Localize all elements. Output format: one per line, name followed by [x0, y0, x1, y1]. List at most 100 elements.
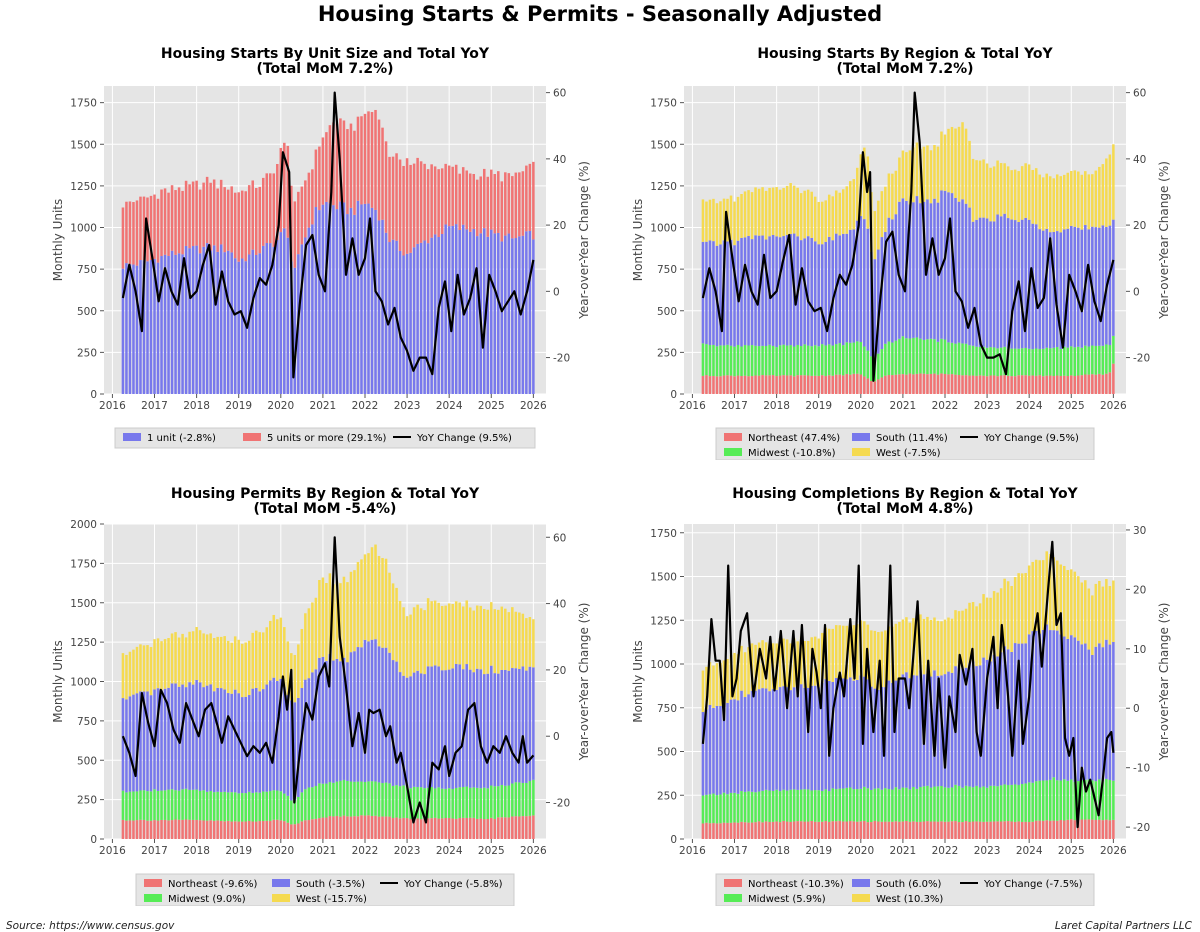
bar-1-segment: [426, 243, 430, 394]
bar-northeast-segment: [167, 820, 170, 839]
bar-1-segment: [409, 252, 412, 394]
bar-midwest-segment: [940, 785, 943, 822]
bar-west-segment: [978, 160, 982, 218]
bar-south-segment: [985, 218, 989, 348]
bar-5-segment: [265, 173, 269, 244]
bar-midwest-segment: [279, 791, 283, 821]
bar-midwest-segment: [472, 787, 475, 818]
bar-1-segment: [230, 252, 233, 394]
bar-northeast-segment: [901, 374, 905, 394]
bar-west-segment: [905, 152, 908, 201]
bar-1-segment: [360, 204, 363, 394]
bar-midwest-segment: [989, 347, 992, 376]
x-tick-label: 2020: [847, 845, 874, 857]
bar-midwest-segment: [125, 792, 128, 821]
bar-5-segment: [475, 179, 479, 237]
bar-south-segment: [778, 687, 782, 792]
bar-1-segment: [195, 245, 198, 394]
bar-west-segment: [346, 582, 349, 663]
bar-northeast-segment: [1031, 821, 1034, 839]
bar-west-segment: [1094, 170, 1098, 228]
legend: Northeast (47.4%)Midwest (-10.8%)South (…: [715, 427, 1095, 460]
bar-midwest-segment: [391, 785, 395, 819]
bar-1-segment: [146, 261, 149, 394]
bar-west-segment: [1041, 177, 1045, 231]
bar-west-segment: [740, 194, 743, 238]
bar-south-segment: [511, 668, 514, 784]
bar-midwest-segment: [377, 782, 381, 817]
bar-northeast-segment: [957, 822, 961, 839]
bar-west-segment: [532, 619, 535, 668]
bar-northeast-segment: [279, 820, 283, 839]
bar-south-segment: [782, 236, 785, 345]
bar-northeast-segment: [719, 376, 722, 394]
bar-northeast-segment: [423, 818, 426, 839]
bar-west-segment: [465, 600, 468, 665]
bar-northeast-segment: [891, 821, 894, 839]
bar-5-segment: [314, 149, 318, 208]
bar-northeast-segment: [412, 818, 416, 839]
bar-west-segment: [705, 666, 708, 710]
bar-northeast-segment: [1084, 374, 1087, 394]
bar-west-segment: [311, 602, 314, 673]
bar-south-segment: [1101, 647, 1105, 782]
bar-northeast-segment: [212, 820, 216, 839]
y-tick-label: 1250: [70, 637, 97, 649]
bar-west-segment: [999, 588, 1003, 653]
bar-west-segment: [1041, 560, 1045, 630]
bar-midwest-segment: [810, 790, 813, 821]
bar-midwest-segment: [247, 791, 251, 821]
bar-midwest-segment: [1055, 347, 1059, 376]
bar-midwest-segment: [796, 789, 799, 822]
bar-northeast-segment: [838, 374, 842, 394]
bar-midwest-segment: [722, 345, 726, 376]
bar-south-segment: [209, 684, 212, 792]
bar-midwest-segment: [919, 787, 922, 822]
bar-northeast-segment: [230, 821, 233, 839]
bar-west-segment: [975, 160, 978, 220]
bar-midwest-segment: [1024, 347, 1027, 376]
bar-northeast-segment: [719, 823, 722, 839]
bar-midwest-segment: [1108, 779, 1112, 821]
bar-5-segment: [223, 187, 226, 253]
bar-midwest-segment: [898, 789, 901, 822]
bar-south-segment: [933, 670, 936, 787]
bar-west-segment: [757, 642, 761, 690]
bar-midwest-segment: [743, 791, 747, 823]
chart-completions-by-region: Housing Completions By Region & Total Yo…: [631, 486, 1171, 906]
x-tick-label: 2021: [890, 845, 917, 857]
bar-west-segment: [409, 614, 412, 677]
bar-south-segment: [1038, 633, 1041, 781]
bar-south-segment: [1108, 225, 1112, 345]
y-axis-label: Monthly Units: [51, 640, 65, 723]
bar-south-segment: [1091, 654, 1094, 781]
bar-south-segment: [1024, 643, 1027, 784]
bar-midwest-segment: [992, 785, 996, 822]
bar-northeast-segment: [497, 817, 500, 839]
bar-south-segment: [827, 236, 831, 345]
bar-5-segment: [454, 164, 458, 225]
bar-west-segment: [482, 608, 486, 675]
bar-west-segment: [1084, 171, 1087, 226]
bar-south-segment: [729, 699, 733, 793]
bar-south-segment: [873, 688, 877, 789]
bar-1-segment: [314, 207, 318, 394]
bar-northeast-segment: [283, 821, 286, 839]
bar-south-segment: [736, 700, 740, 794]
bar-1-segment: [342, 202, 346, 394]
bar-northeast-segment: [1108, 372, 1112, 394]
bar-west-segment: [1003, 163, 1006, 214]
bar-midwest-segment: [290, 800, 293, 825]
bar-midwest-segment: [353, 781, 356, 817]
bar-south-segment: [433, 665, 437, 789]
x-tick-label: 2019: [225, 400, 252, 412]
bar-west-segment: [121, 653, 125, 699]
bar-1-segment: [198, 253, 202, 394]
bar-northeast-segment: [490, 817, 493, 839]
bar-west-segment: [184, 637, 188, 688]
bar-west-segment: [954, 610, 957, 667]
bar-south-segment: [989, 661, 992, 786]
bar-west-segment: [332, 584, 335, 661]
bar-northeast-segment: [381, 816, 384, 839]
bar-midwest-segment: [1017, 784, 1020, 822]
